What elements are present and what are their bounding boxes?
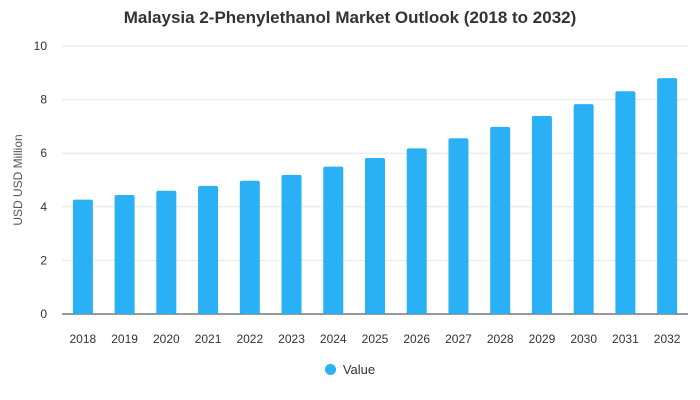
x-tick-label: 2018 <box>70 332 97 346</box>
bar-2031[interactable] <box>615 91 636 315</box>
bar-2032[interactable] <box>657 78 678 314</box>
bar-2018[interactable] <box>72 199 93 314</box>
bar-2030[interactable] <box>573 104 594 314</box>
x-tick-label: 2021 <box>195 332 222 346</box>
x-tick-label: 2027 <box>445 332 472 346</box>
bar-2028[interactable] <box>490 126 511 314</box>
legend-marker-icon <box>324 364 336 375</box>
bar-2022[interactable] <box>239 180 260 314</box>
y-tick-label: 10 <box>34 39 48 53</box>
legend-label: Value <box>342 362 376 377</box>
legend[interactable]: Value <box>0 362 700 377</box>
x-tick-label: 2019 <box>111 332 138 346</box>
x-tick-label: 2025 <box>362 332 389 346</box>
x-tick-label: 2023 <box>278 332 305 346</box>
bar-series <box>72 78 678 315</box>
x-tick-label: 2022 <box>236 332 263 346</box>
bar-2019[interactable] <box>114 195 135 314</box>
bar-2020[interactable] <box>156 190 177 314</box>
bar-2029[interactable] <box>531 115 552 314</box>
bar-2024[interactable] <box>323 166 344 314</box>
y-tick-label: 4 <box>40 200 47 214</box>
x-tick-label: 2028 <box>487 332 514 346</box>
bar-2023[interactable] <box>281 174 302 314</box>
chart-title: Malaysia 2-Phenylethanol Market Outlook … <box>123 8 577 27</box>
y-axis-ticks: 0 2 4 6 8 10 <box>34 39 48 321</box>
y-tick-label: 8 <box>40 93 47 107</box>
x-tick-label: 2024 <box>320 332 347 346</box>
x-tick-label: 2030 <box>570 332 597 346</box>
y-tick-label: 2 <box>40 253 47 267</box>
x-axis-ticks: 2018 2019 2020 2021 2022 2023 2024 2025 2026 2027… <box>70 332 681 346</box>
bar-2021[interactable] <box>198 185 219 314</box>
x-tick-label: 2026 <box>403 332 430 346</box>
y-tick-label: 6 <box>40 146 47 160</box>
x-tick-label: 2020 <box>153 332 180 346</box>
y-tick-label: 0 <box>40 307 47 321</box>
bar-2027[interactable] <box>448 138 469 314</box>
x-tick-label: 2029 <box>529 332 556 346</box>
y-axis-title: USD USD Million <box>11 134 25 225</box>
x-tick-label: 2031 <box>612 332 639 346</box>
bar-2025[interactable] <box>365 158 385 314</box>
bar-2026[interactable] <box>406 148 427 314</box>
x-tick-label: 2032 <box>654 332 681 346</box>
